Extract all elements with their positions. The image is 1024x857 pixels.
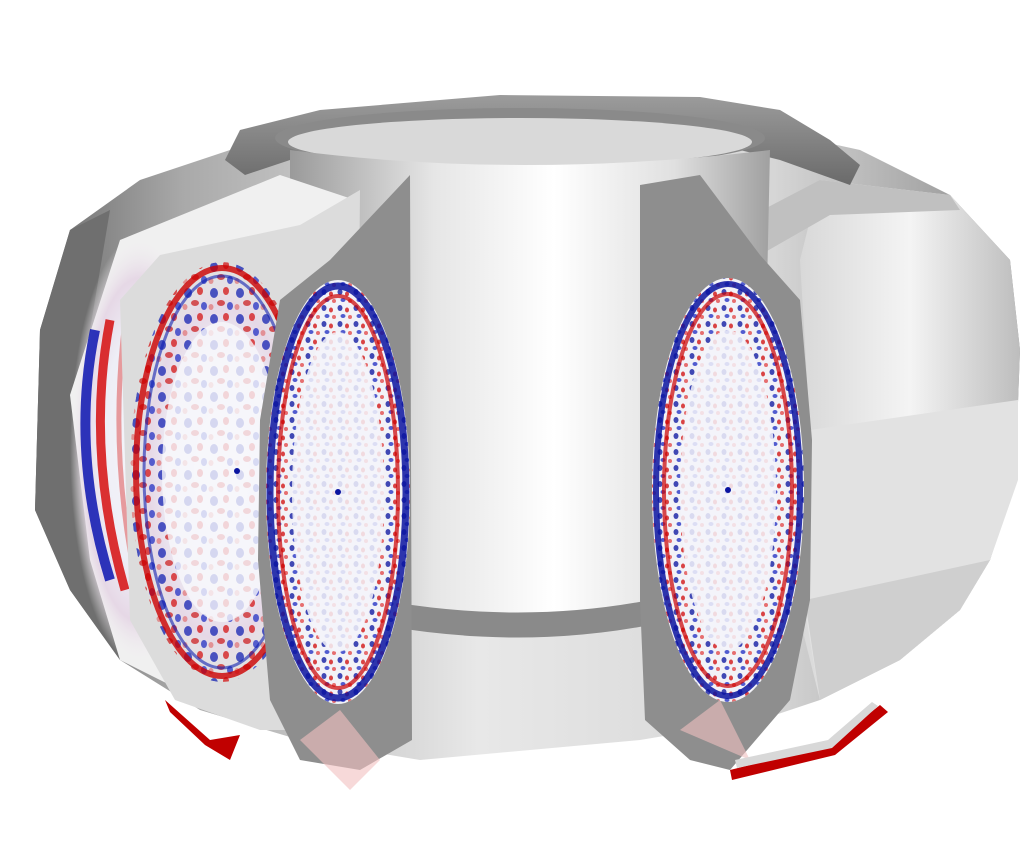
vessel-top-flange (225, 95, 860, 185)
center-left-section (258, 175, 412, 790)
right-section (640, 175, 812, 770)
divertor-bottom (165, 700, 888, 780)
